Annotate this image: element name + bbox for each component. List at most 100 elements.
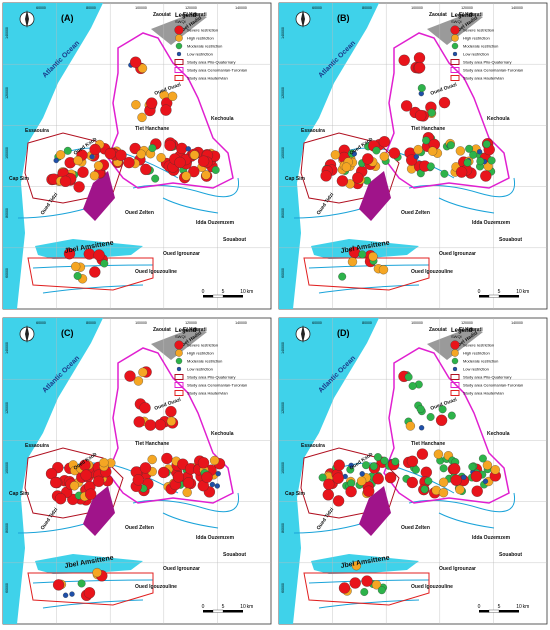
scale-label: 10 (516, 604, 522, 610)
sample-point (148, 144, 157, 153)
sample-point (363, 485, 375, 497)
scale-label: 5 (222, 289, 225, 295)
map-panel: 60000 80000 100000 120000 140000 140000 120000… (278, 2, 548, 310)
grid-label: 60000 (36, 321, 46, 325)
place-label: Tlet Hanchane (411, 126, 445, 132)
sample-point (404, 373, 413, 381)
sample-point (73, 271, 82, 280)
place-label: Tlet Hanchane (411, 441, 445, 447)
north-arrow (301, 10, 305, 28)
ocean (279, 318, 379, 624)
legend-symbol (175, 357, 183, 365)
grid-label: 80000 (5, 523, 9, 533)
sample-point (85, 488, 97, 500)
place-label: El Kourati (183, 327, 207, 333)
sample-point (447, 411, 456, 420)
sample-point (165, 405, 177, 418)
legend-label: Severe restriction (187, 343, 218, 348)
place-label: Souabout (499, 237, 522, 243)
grid-label: 60000 (312, 321, 322, 325)
sample-point (424, 477, 433, 485)
map-panel: 60000 80000 100000 120000 140000 140000 120000… (2, 317, 272, 625)
outcrop (359, 171, 391, 221)
legend-symbol (452, 51, 458, 57)
legend-title: Legend (451, 328, 473, 334)
ocean (279, 3, 379, 309)
sample-point (378, 136, 391, 148)
legend-symbol (174, 390, 184, 396)
grid-label: 140000 (511, 6, 523, 10)
legend-subtitle: SWQI (175, 19, 186, 24)
place-label: Oued Zelten (125, 525, 154, 531)
river (32, 579, 154, 584)
legend-label: Study area Hauterivian (187, 76, 228, 81)
river (438, 197, 495, 214)
sample-point (136, 149, 146, 159)
sample-point (146, 97, 158, 109)
sample-point (137, 63, 148, 73)
legend-symbol (451, 349, 459, 357)
sample-point (416, 448, 429, 460)
legend-symbol (175, 349, 183, 357)
grid-label: 80000 (281, 523, 285, 533)
sample-point (468, 462, 477, 471)
sample-point (211, 166, 220, 174)
place-label: Oued Zelten (401, 525, 430, 531)
sample-point (362, 153, 374, 165)
place-label: Zaouiat (153, 12, 171, 18)
study-area-cenomanian (107, 32, 234, 189)
scale-bar (212, 294, 224, 298)
river (338, 462, 455, 494)
study-area-cenomanian (383, 32, 510, 189)
sample-point (132, 474, 144, 486)
grid-label: 80000 (362, 6, 372, 10)
scale-label: 5 (498, 289, 501, 295)
sample-point (89, 171, 100, 181)
legend-label: High restriction (463, 351, 490, 356)
sample-point (167, 91, 178, 101)
legend-label: Moderate restriction (187, 44, 222, 49)
map-panel: 60000 80000 100000 120000 140000 140000 120000… (2, 2, 272, 310)
legend-symbol (176, 51, 182, 57)
legend-symbol (450, 340, 460, 350)
sample-point (449, 463, 461, 475)
sample-point (378, 265, 389, 275)
scale-bar (212, 609, 224, 613)
grid-label: 140000 (235, 321, 247, 325)
sample-point (133, 376, 144, 386)
grid-label: 100000 (281, 462, 285, 474)
sample-point (93, 161, 104, 171)
place-label: Idda Ouzemzem (196, 535, 235, 541)
place-label: Essaouira (25, 128, 49, 134)
sample-point (151, 174, 160, 183)
sample-point (380, 456, 389, 465)
study-area-hauterivian (27, 572, 154, 606)
place-label: Essaouira (301, 128, 325, 134)
sample-point (59, 175, 72, 187)
sample-point (73, 181, 85, 193)
sample-point (352, 172, 364, 184)
sample-point (189, 150, 200, 160)
sample-point (422, 136, 431, 145)
scale-label: 10 (240, 604, 246, 610)
sample-point (426, 162, 435, 171)
sample-point (372, 473, 384, 485)
grid-label: 80000 (362, 321, 372, 325)
place-label: Oued Igrounzar (439, 566, 476, 572)
sample-point (427, 146, 438, 156)
place-label: Kechoula (487, 116, 510, 122)
legend-subtitle: SWQI (451, 334, 462, 339)
legend-label: Severe restriction (187, 28, 218, 33)
river (32, 264, 154, 269)
place-label: Zaouiat (429, 327, 447, 333)
sample-point (160, 104, 172, 116)
grid-label: 80000 (86, 321, 96, 325)
place-label: Idda Ouzemzem (472, 535, 511, 541)
legend-label: High restriction (187, 36, 214, 41)
legend-symbol (450, 374, 460, 380)
legend-label: Low restriction (187, 52, 213, 57)
north-arrow (25, 325, 29, 343)
river (293, 522, 365, 534)
sample-point (349, 577, 361, 589)
sample-point (427, 108, 436, 117)
